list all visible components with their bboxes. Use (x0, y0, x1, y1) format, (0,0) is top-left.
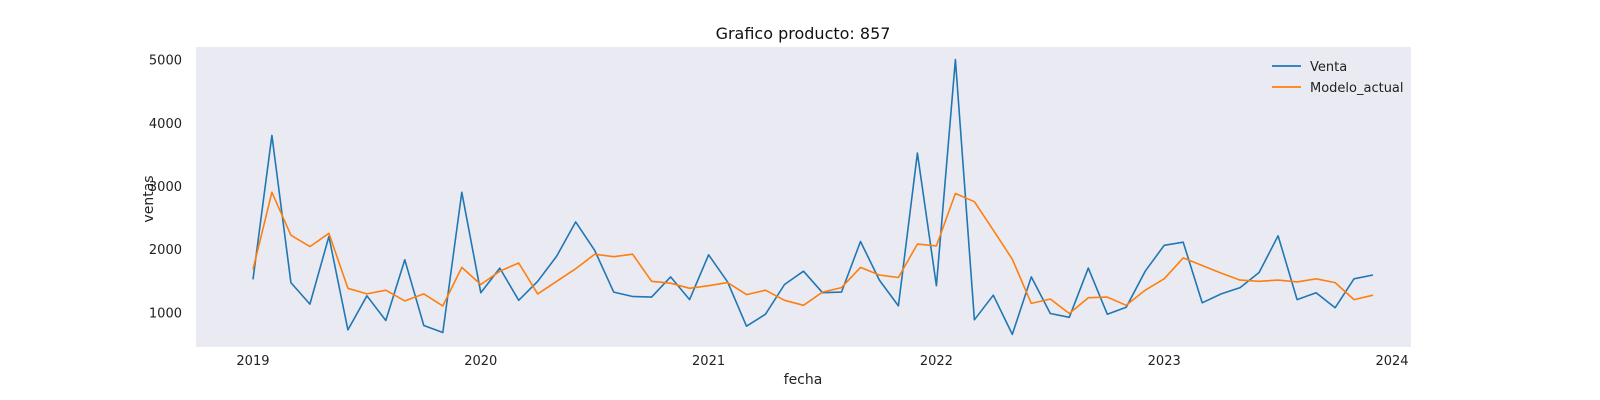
legend-label: Modelo_actual (1310, 81, 1404, 96)
y-tick-label: 2000 (149, 243, 182, 258)
y-tick-label: 3000 (149, 180, 182, 195)
plot-area (196, 47, 1411, 347)
y-tick-label: 1000 (149, 306, 182, 321)
x-axis: 2019 2020 2021 2022 2023 2024 (236, 354, 1408, 369)
series-line-venta (252, 58, 1374, 336)
y-tick-label: 4000 (149, 117, 182, 132)
x-tick-label: 2021 (692, 354, 725, 369)
x-tick-label: 2019 (236, 354, 269, 369)
x-axis-label: fecha (784, 372, 823, 388)
x-tick-label: 2024 (1375, 354, 1408, 369)
x-tick-label: 2023 (1148, 354, 1181, 369)
series-lines (252, 58, 1374, 336)
legend-label: Venta (1310, 60, 1347, 75)
x-tick-label: 2022 (920, 354, 953, 369)
x-tick-label: 2020 (464, 354, 497, 369)
chart-title: Grafico producto: 857 (716, 24, 891, 43)
y-axis-label: ventas (141, 175, 157, 222)
y-tick-label: 5000 (149, 54, 182, 69)
series-line-modelo_actual (252, 191, 1374, 315)
legend: Venta Modelo_actual (1272, 60, 1404, 96)
y-axis: 1000 2000 3000 4000 5000 (149, 54, 182, 322)
